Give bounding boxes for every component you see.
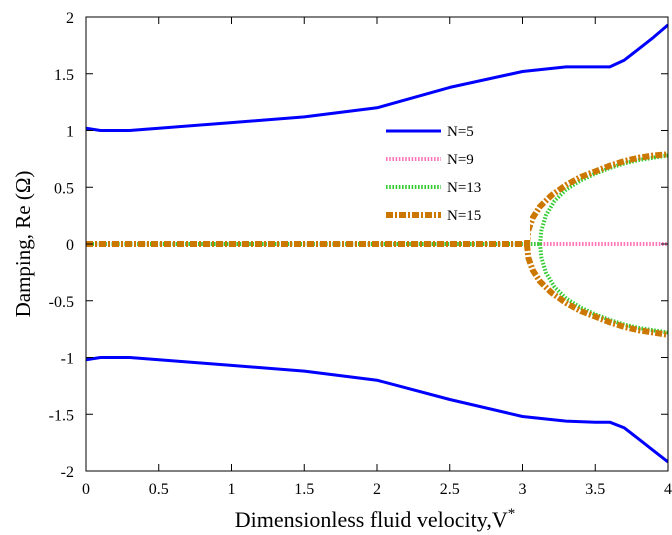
legend-label-N9: N=9 xyxy=(447,152,474,168)
legend-label-N13: N=13 xyxy=(447,180,481,196)
x-tick-label: 2 xyxy=(373,481,381,498)
y-tick-label: -1 xyxy=(61,351,74,368)
y-tick-label: 1 xyxy=(66,124,74,141)
y-tick-label: 1.5 xyxy=(54,67,74,84)
series-N13-line-1 xyxy=(538,153,668,245)
series-N5-line-1 xyxy=(86,356,668,464)
x-tick-label: 2.5 xyxy=(440,481,460,498)
legend-label-N15: N=15 xyxy=(447,208,481,224)
x-tick-label: 4 xyxy=(664,481,672,498)
x-axis-label-superscript: * xyxy=(508,506,516,522)
x-axis-label-text: Dimensionless fluid velocity,V xyxy=(235,507,508,532)
y-tick-label: 0 xyxy=(66,237,74,254)
x-tick-label: 3.5 xyxy=(585,481,605,498)
series-N15-line-2 xyxy=(523,243,668,338)
x-tick-label: 1 xyxy=(228,481,236,498)
x-tick-label: 0.5 xyxy=(149,481,169,498)
y-tick-label: -1.5 xyxy=(49,407,74,424)
x-tick-label: 1.5 xyxy=(294,481,314,498)
series-N5-line-0 xyxy=(86,23,668,132)
series-N15-line-1 xyxy=(523,151,668,245)
y-tick-label: 2 xyxy=(66,10,74,27)
x-tick-label: 3 xyxy=(519,481,527,498)
y-tick-label: -0.5 xyxy=(49,294,74,311)
y-tick-label: 0.5 xyxy=(54,180,74,197)
y-tick-label: -2 xyxy=(61,464,74,481)
legend-box xyxy=(380,120,530,240)
series-N13-line-2 xyxy=(538,243,668,335)
ticks-layer: 0 0.5 1 1.5 2 2.5 3 3.5 4 -2 -1.5 -1 -0.5 0 0.5 1 1.5 2 xyxy=(49,10,672,498)
legend-label-N5: N=5 xyxy=(447,124,474,140)
series-layer xyxy=(86,23,668,464)
x-axis-label: Dimensionless fluid velocity,V* xyxy=(235,506,515,532)
x-tick-label: 0 xyxy=(82,481,90,498)
y-axis-label: Damping, Re (Ω) xyxy=(11,171,35,318)
legend: N=5 N=9 N=13 N=15 xyxy=(380,120,530,240)
